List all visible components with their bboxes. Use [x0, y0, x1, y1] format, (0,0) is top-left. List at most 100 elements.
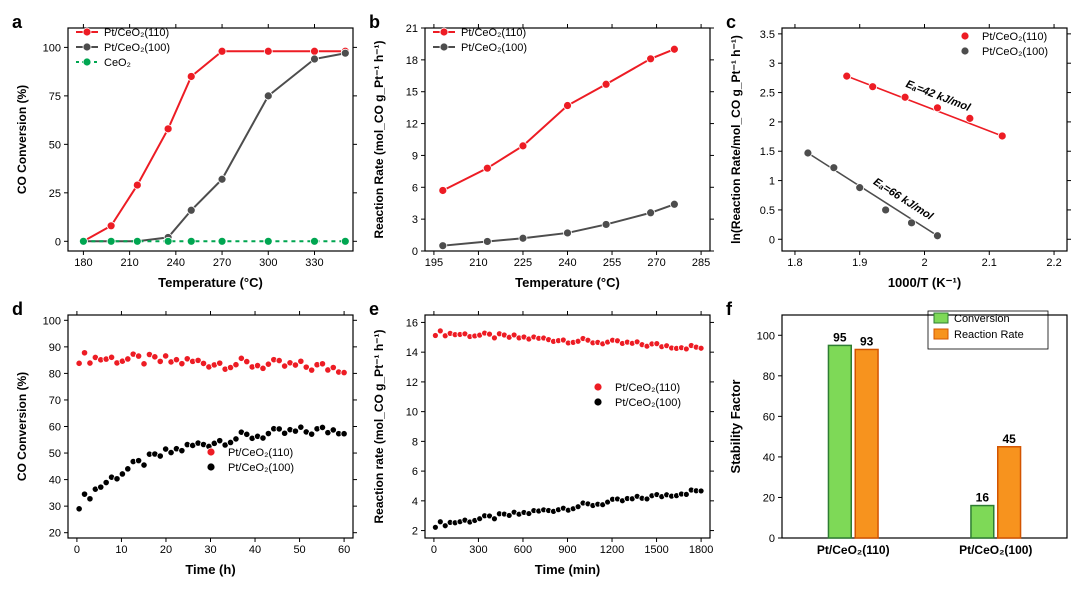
chart-e: 0300600900120015001800246810121416Time (… — [367, 297, 720, 580]
svg-text:16: 16 — [406, 317, 418, 329]
svg-text:0: 0 — [431, 544, 437, 556]
svg-text:15: 15 — [406, 87, 418, 99]
svg-text:0.5: 0.5 — [760, 205, 775, 217]
svg-text:180: 180 — [74, 257, 92, 269]
svg-text:3.5: 3.5 — [760, 29, 775, 41]
svg-text:10: 10 — [115, 544, 127, 556]
chart-c: 1.81.922.12.200.511.522.533.51000/T (K⁻¹… — [724, 10, 1077, 293]
svg-text:18: 18 — [406, 55, 418, 67]
svg-text:100: 100 — [43, 42, 61, 54]
svg-text:20: 20 — [49, 528, 61, 540]
svg-text:195: 195 — [425, 257, 443, 269]
svg-text:20: 20 — [160, 544, 172, 556]
svg-text:0: 0 — [769, 533, 775, 545]
svg-text:210: 210 — [469, 257, 487, 269]
svg-text:40: 40 — [49, 475, 61, 487]
svg-text:25: 25 — [49, 188, 61, 200]
svg-text:Reaction rate (mol_CO g_Pt⁻¹ h: Reaction rate (mol_CO g_Pt⁻¹ h⁻¹) — [372, 329, 386, 523]
svg-text:210: 210 — [120, 257, 138, 269]
svg-text:70: 70 — [49, 395, 61, 407]
svg-text:0: 0 — [769, 234, 775, 246]
svg-text:ln(Reaction Rate/mol_CO g_Pt⁻¹: ln(Reaction Rate/mol_CO g_Pt⁻¹ h⁻¹) — [729, 35, 743, 244]
svg-text:0: 0 — [55, 236, 61, 248]
svg-text:Pt/CeO₂(100): Pt/CeO₂(100) — [959, 543, 1032, 557]
svg-text:60: 60 — [763, 411, 775, 423]
chart-b: 195210225240255270285036912151821Tempera… — [367, 10, 720, 293]
chart-f: 0 20 40 60 80 100 Stability Factor Pt/CeO₂(110)… — [724, 297, 1077, 580]
svg-text:2: 2 — [769, 117, 775, 129]
svg-text:6: 6 — [412, 182, 418, 194]
svg-text:330: 330 — [305, 257, 323, 269]
svg-text:1.5: 1.5 — [760, 146, 775, 158]
svg-text:45: 45 — [1002, 432, 1016, 446]
svg-text:4: 4 — [412, 496, 418, 508]
panel-label-f: f — [726, 299, 732, 320]
svg-text:93: 93 — [860, 334, 874, 348]
svg-text:Temperature (°C): Temperature (°C) — [515, 275, 620, 290]
svg-text:1: 1 — [769, 176, 775, 188]
svg-text:Pt/CeO₂(100): Pt/CeO₂(100) — [104, 42, 170, 54]
svg-text:225: 225 — [514, 257, 532, 269]
svg-text:90: 90 — [49, 342, 61, 354]
svg-text:Pt/CeO₂(110): Pt/CeO₂(110) — [228, 447, 293, 459]
svg-text:Pt/CeO₂(100): Pt/CeO₂(100) — [982, 46, 1048, 58]
svg-text:Stability Factor: Stability Factor — [728, 380, 743, 474]
svg-text:240: 240 — [558, 257, 576, 269]
panel-a: a1802102402703003300255075100Temperature… — [10, 10, 363, 293]
svg-text:Temperature (°C): Temperature (°C) — [158, 275, 263, 290]
svg-text:8: 8 — [412, 436, 418, 448]
panel-label-e: e — [369, 299, 379, 320]
panel-f: f 0 20 40 60 80 100 Stability Factor Pt/CeO₂(110… — [724, 297, 1077, 580]
svg-text:2: 2 — [921, 257, 927, 269]
svg-text:75: 75 — [49, 91, 61, 103]
svg-text:20: 20 — [763, 492, 775, 504]
svg-text:900: 900 — [558, 544, 576, 556]
svg-text:3: 3 — [412, 214, 418, 226]
panel-c: c1.81.922.12.200.511.522.533.51000/T (K⁻… — [724, 10, 1077, 293]
svg-text:Pt/CeO₂(110): Pt/CeO₂(110) — [982, 31, 1047, 43]
svg-text:Pt/CeO₂(100): Pt/CeO₂(100) — [228, 462, 294, 474]
svg-text:12: 12 — [406, 119, 418, 131]
svg-text:16: 16 — [976, 491, 990, 505]
svg-text:50: 50 — [49, 139, 61, 151]
svg-text:2.1: 2.1 — [982, 257, 997, 269]
svg-text:1200: 1200 — [600, 544, 624, 556]
svg-text:60: 60 — [49, 422, 61, 434]
svg-text:Reaction Rate: Reaction Rate — [954, 329, 1024, 341]
svg-text:1500: 1500 — [644, 544, 668, 556]
svg-text:0: 0 — [412, 246, 418, 258]
svg-text:95: 95 — [833, 330, 847, 344]
svg-text:14: 14 — [406, 347, 418, 359]
panel-b: b195210225240255270285036912151821Temper… — [367, 10, 720, 293]
svg-text:270: 270 — [647, 257, 665, 269]
svg-text:Pt/CeO₂(110): Pt/CeO₂(110) — [615, 382, 680, 394]
svg-text:Pt/CeO₂(110): Pt/CeO₂(110) — [817, 543, 890, 557]
svg-text:Pt/CeO₂(100): Pt/CeO₂(100) — [461, 42, 527, 54]
svg-text:10: 10 — [406, 407, 418, 419]
svg-text:2: 2 — [412, 526, 418, 538]
svg-text:CeO₂: CeO₂ — [104, 57, 131, 69]
svg-text:Pt/CeO₂(110): Pt/CeO₂(110) — [104, 27, 169, 39]
svg-text:2.2: 2.2 — [1046, 257, 1061, 269]
svg-text:80: 80 — [49, 368, 61, 380]
svg-text:Reaction Rate (mol_CO g_Pt⁻¹ h: Reaction Rate (mol_CO g_Pt⁻¹ h⁻¹) — [372, 40, 386, 238]
svg-text:600: 600 — [514, 544, 532, 556]
svg-text:Pt/CeO₂(100): Pt/CeO₂(100) — [615, 397, 681, 409]
svg-text:Pt/CeO₂(110): Pt/CeO₂(110) — [461, 27, 526, 39]
svg-text:100: 100 — [757, 330, 775, 342]
svg-text:12: 12 — [406, 377, 418, 389]
svg-text:6: 6 — [412, 466, 418, 478]
svg-text:50: 50 — [293, 544, 305, 556]
svg-text:40: 40 — [763, 452, 775, 464]
svg-text:60: 60 — [338, 544, 350, 556]
svg-text:0: 0 — [74, 544, 80, 556]
svg-text:CO Conversion (%): CO Conversion (%) — [15, 372, 29, 481]
panel-label-b: b — [369, 12, 380, 33]
svg-text:1000/T (K⁻¹): 1000/T (K⁻¹) — [888, 275, 961, 290]
svg-text:255: 255 — [603, 257, 621, 269]
svg-text:CO Conversion (%): CO Conversion (%) — [15, 85, 29, 194]
svg-text:3: 3 — [769, 58, 775, 70]
svg-text:300: 300 — [259, 257, 277, 269]
svg-text:80: 80 — [763, 371, 775, 383]
svg-text:240: 240 — [167, 257, 185, 269]
